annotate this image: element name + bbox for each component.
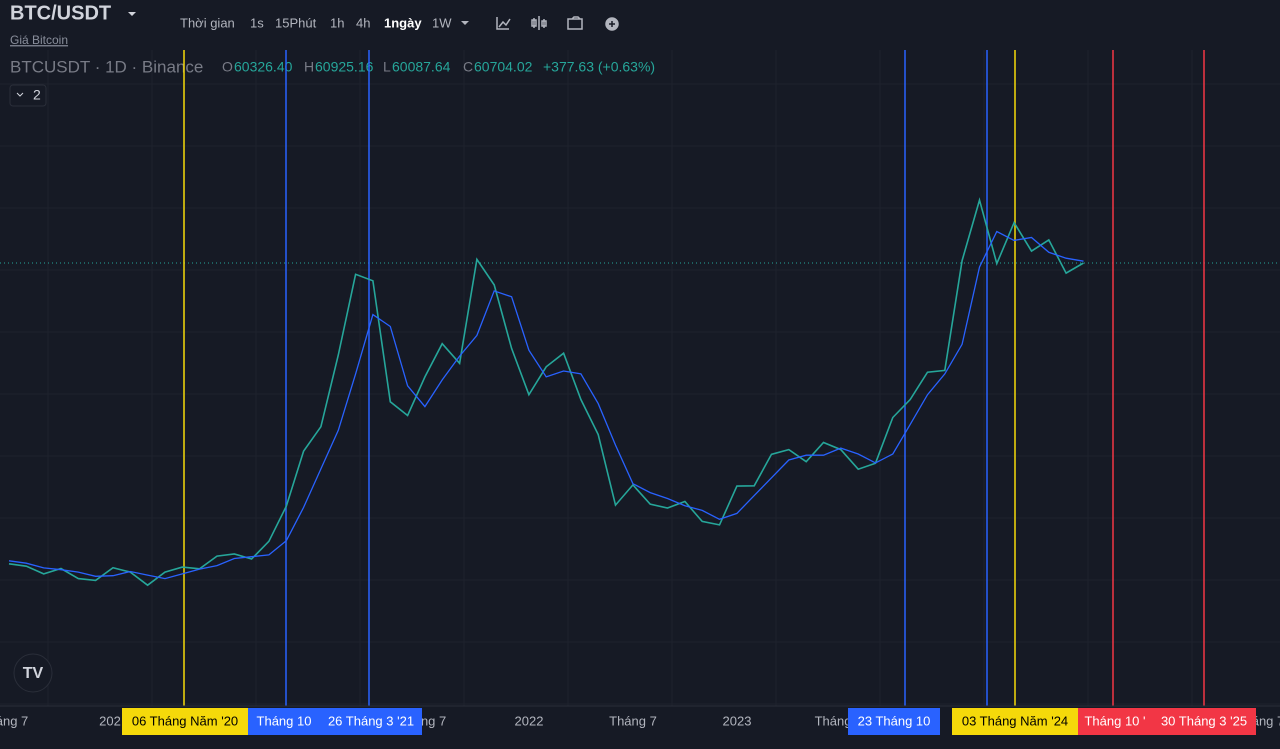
price-line <box>8 197 1084 587</box>
add-icon-plus[interactable] <box>609 21 615 27</box>
date-marker-box <box>1152 708 1256 735</box>
toolbar-item[interactable]: 1ngày <box>384 15 422 30</box>
legend-label: H <box>304 59 314 75</box>
subtitle[interactable]: Giá Bitcoin <box>10 33 68 47</box>
symbol[interactable]: BTC/USDT <box>10 2 111 24</box>
time-label: 2022 <box>515 713 544 728</box>
logo-text[interactable]: TV <box>23 665 44 682</box>
plot <box>8 197 1084 587</box>
indicator-badge[interactable] <box>9 84 47 107</box>
toolbar-icons <box>496 16 619 31</box>
date-marker-label: 06 Tháng Năm '20 <box>132 713 238 728</box>
toolbar-item[interactable]: 4h <box>356 15 370 30</box>
moving-average-line <box>8 230 1084 580</box>
date-lines <box>183 50 1205 706</box>
legend-value: 60087.64 <box>392 59 451 75</box>
toolbar-item[interactable]: 1h <box>330 15 344 30</box>
symbol-dropdown[interactable] <box>128 12 136 16</box>
time-label: áng 7 <box>0 713 28 728</box>
date-marker-label: 26 Tháng 3 '21 <box>328 713 414 728</box>
legend-title: BTCUSDT · 1D · Binance <box>10 57 203 76</box>
toolbar-item[interactable]: 1s <box>250 15 264 30</box>
date-marker-label: 23 Tháng 10 <box>858 713 931 728</box>
legend-value: 60925.16 <box>315 59 374 75</box>
toolbar-item: Thời gian <box>180 15 235 30</box>
badge-chevron[interactable] <box>16 92 24 97</box>
grid <box>0 50 1280 706</box>
legend-value: 60326.40 <box>234 59 293 75</box>
legend-label: O <box>222 59 233 75</box>
date-marker-box <box>952 708 1078 735</box>
time-label: ăng 7 <box>1252 713 1280 728</box>
date-marker-label: Tháng 10 ' <box>1084 713 1145 728</box>
toolbar-item[interactable]: 1W <box>432 15 452 30</box>
time-label: Tháng 7 <box>609 713 657 728</box>
badge-count[interactable]: 2 <box>33 87 41 103</box>
date-marker-box <box>248 708 320 735</box>
logo[interactable] <box>13 653 53 693</box>
toolbar: Thời gian 1s 15Phút 1h 4h 1ngày 1W <box>180 15 452 30</box>
legend: BTCUSDT · 1D · Binance O 60326.40 H 6092… <box>10 57 655 76</box>
time-label: 202 <box>99 713 121 728</box>
toolbar-item[interactable]: 15Phút <box>275 15 317 30</box>
date-marker-box <box>1078 708 1152 735</box>
date-marker-box <box>320 708 422 735</box>
date-marker-label: 03 Tháng Năm '24 <box>962 713 1068 728</box>
date-marker-box <box>848 708 940 735</box>
time-label: 2023 <box>723 713 752 728</box>
legend-label: L <box>383 59 391 75</box>
date-marker-box <box>122 708 248 735</box>
date-marker-label: Tháng 10 <box>257 713 312 728</box>
legend-change: +377.63 (+0.63%) <box>543 59 655 75</box>
date-marker-label: 30 Tháng 3 '25 <box>1161 713 1247 728</box>
candle-icon[interactable] <box>531 16 547 30</box>
interval-dropdown[interactable] <box>461 21 469 25</box>
time-label: Tháng <box>815 713 852 728</box>
indicator-icon[interactable] <box>496 17 511 30</box>
legend-value: 60704.02 <box>474 59 533 75</box>
camera-icon[interactable] <box>567 16 583 30</box>
legend-label: C <box>463 59 473 75</box>
